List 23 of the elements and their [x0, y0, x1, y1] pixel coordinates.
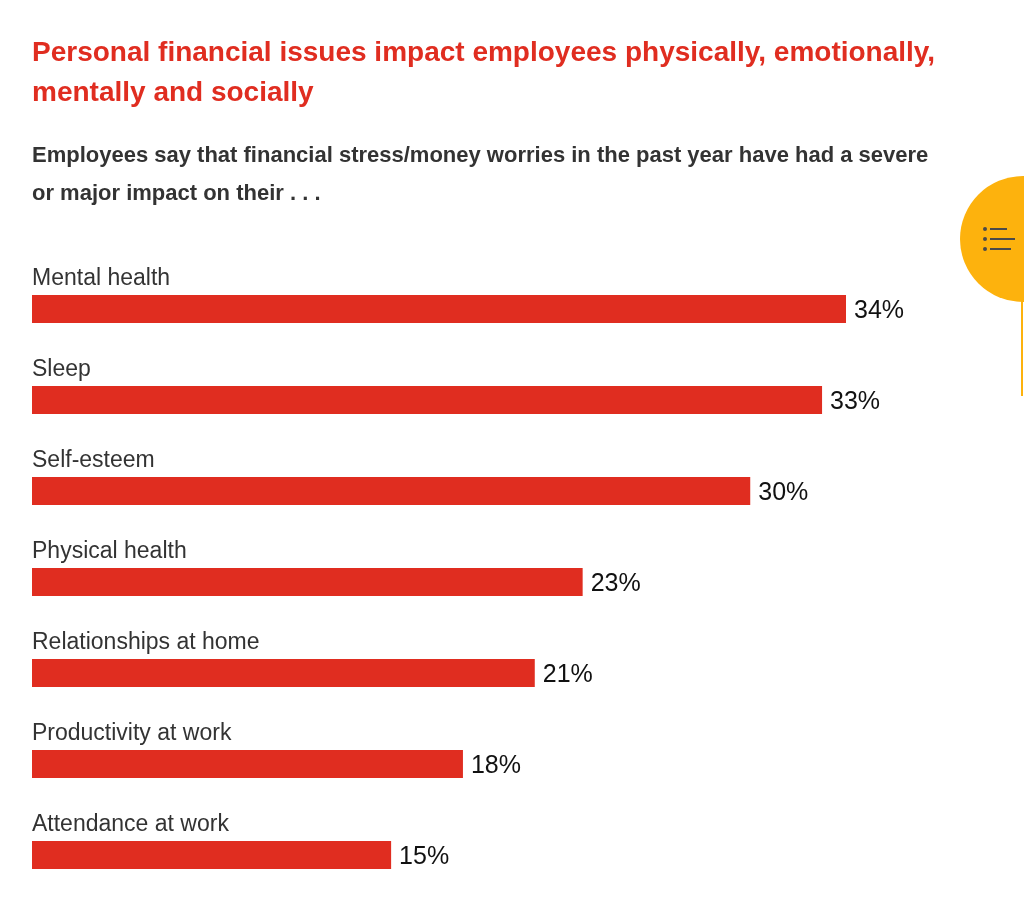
data-label: 21%	[542, 659, 593, 687]
data-label: 15%	[399, 841, 450, 869]
bar	[32, 386, 823, 414]
chart-subtitle: Employees say that financial stress/money worries in the past year have had a severe or major impact on their . . .	[32, 142, 929, 205]
data-label: 33%	[830, 386, 881, 414]
y-tick-label: Self-esteem	[32, 446, 155, 472]
y-tick-label: Sleep	[32, 355, 91, 381]
bar	[32, 750, 463, 778]
bar	[32, 659, 535, 687]
bar	[32, 841, 392, 869]
bar	[32, 568, 583, 596]
y-tick-label: Productivity at work	[32, 719, 232, 745]
bar	[32, 477, 751, 505]
data-label: 23%	[590, 568, 641, 596]
data-label: 30%	[758, 477, 809, 505]
chart-title: Personal financial issues impact employees physically, emotionally, mentally and socially	[32, 36, 936, 107]
data-label: 18%	[470, 750, 521, 778]
data-label: 34%	[854, 295, 905, 323]
y-tick-label: Mental health	[32, 264, 171, 290]
y-tick-label: Physical health	[32, 537, 187, 563]
y-tick-label: Attendance at work	[32, 810, 230, 836]
bar	[32, 295, 846, 323]
y-tick-label: Relationships at home	[32, 628, 260, 654]
